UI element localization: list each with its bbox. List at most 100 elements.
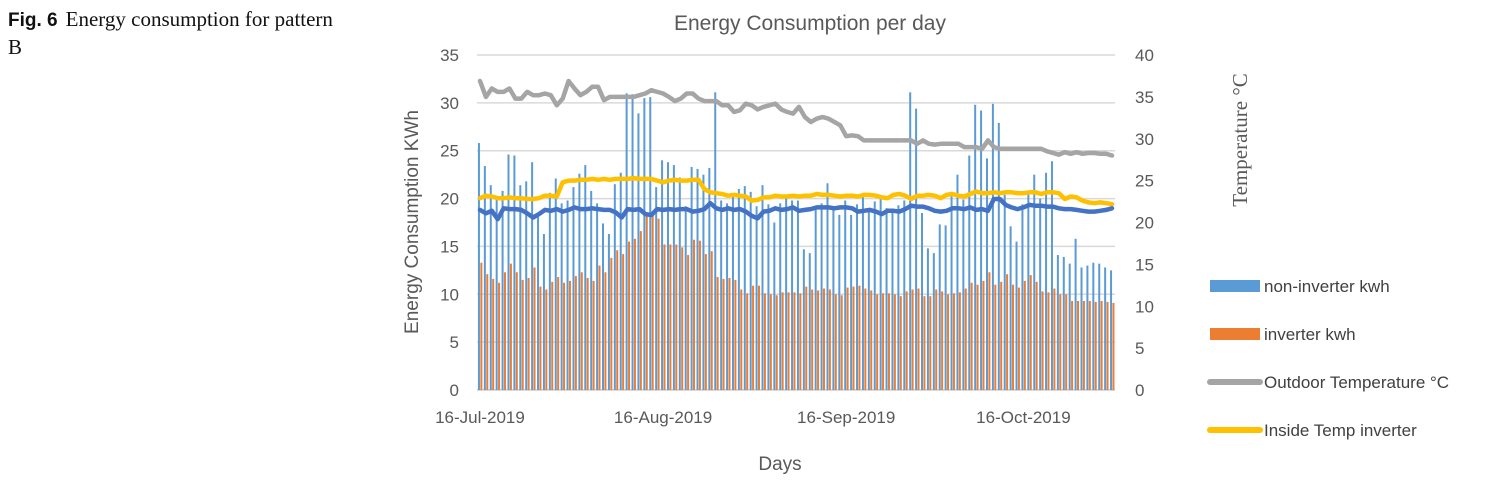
inverter-kwh-bar [1077, 300, 1080, 390]
inverter-kwh-bar [616, 250, 619, 390]
inverter-kwh-bar [1071, 300, 1074, 390]
non-inverter-kwh-bar [838, 214, 841, 390]
inverter-kwh-bar [763, 293, 766, 390]
inverter-kwh-bar [882, 293, 885, 390]
inverter-kwh-bar [781, 292, 784, 390]
non-inverter-kwh-bar [1003, 194, 1006, 390]
non-inverter-kwh-bar [791, 200, 794, 390]
y-axis-title: Energy Consumption KWh [402, 110, 423, 334]
inverter-kwh-bar [486, 274, 489, 390]
non-inverter-kwh-bar [814, 209, 817, 390]
inverter-kwh-bar [498, 282, 501, 390]
non-inverter-kwh-bar [525, 181, 528, 390]
legend-swatch [1210, 328, 1260, 340]
inverter-kwh-bar [698, 240, 701, 390]
inverter-kwh-bar [539, 286, 542, 390]
inverter-kwh-bar [799, 293, 802, 390]
inverter-kwh-bar [1059, 294, 1062, 390]
non-inverter-kwh-bar [737, 189, 740, 390]
inverter-kwh-bar [693, 239, 696, 390]
inverter-kwh-bar [586, 278, 589, 390]
inverter-kwh-bar [775, 295, 778, 390]
non-inverter-kwh-bar [885, 208, 888, 390]
inverter-kwh-bar [704, 254, 707, 390]
non-inverter-kwh-bar [909, 92, 912, 390]
non-inverter-kwh-bar [619, 172, 622, 390]
non-inverter-kwh-bar [720, 200, 723, 390]
inverter-kwh-bar [568, 280, 571, 390]
non-inverter-kwh-bar [584, 165, 587, 390]
non-inverter-kwh-bar [921, 212, 924, 390]
legend-label: non-inverter kwh [1264, 277, 1390, 296]
non-inverter-kwh-bar [980, 110, 983, 390]
non-inverter-kwh-bar [820, 203, 823, 390]
non-inverter-kwh-bar [974, 104, 977, 391]
y2-tick-label: 40 [1135, 46, 1154, 65]
y-tick-label: 30 [440, 94, 459, 113]
inverter-kwh-bar [533, 267, 536, 390]
non-inverter-kwh-bar [956, 174, 959, 390]
non-inverter-kwh-bar [1056, 255, 1059, 390]
inside-temp-inverter-line [477, 175, 1115, 207]
non-inverter-kwh-bar [672, 165, 675, 390]
inverter-kwh-bar [598, 265, 601, 390]
inverter-kwh-bar [1112, 302, 1115, 390]
inverter-kwh-bar [515, 272, 518, 390]
inside-temp-non-inverter-line [477, 196, 1115, 222]
non-inverter-kwh-bar [501, 190, 504, 390]
inverter-kwh-bar [604, 272, 607, 390]
legend-swatch [1210, 280, 1260, 292]
non-inverter-kwh-bar [1068, 263, 1071, 390]
inverter-kwh-bar [675, 244, 678, 390]
inverter-kwh-bar [876, 294, 879, 390]
inverter-kwh-bar [947, 294, 950, 390]
inverter-kwh-bar [710, 251, 713, 390]
inverter-kwh-bar [716, 277, 719, 390]
non-inverter-kwh-bar [867, 211, 870, 390]
non-inverter-kwh-bar [926, 248, 929, 390]
non-inverter-kwh-bar [997, 122, 1000, 390]
non-inverter-kwh-bar [903, 200, 906, 390]
inverter-kwh-bar [557, 277, 560, 390]
inverter-kwh-bar [893, 294, 896, 390]
non-inverter-kwh-bar [850, 214, 853, 390]
non-inverter-kwh-bar [1015, 241, 1018, 390]
inverter-kwh-bar [1106, 301, 1109, 390]
non-inverter-kwh-bar [714, 92, 717, 390]
non-inverter-kwh-bar [731, 194, 734, 390]
non-inverter-kwh-bar [590, 190, 593, 390]
inverter-kwh-bar [687, 255, 690, 390]
non-inverter-kwh-bar [513, 155, 516, 390]
legend-label: Outdoor Temperature °C [1264, 373, 1449, 392]
non-inverter-kwh-bar [696, 168, 699, 390]
non-inverter-kwh-bar [542, 233, 545, 390]
non-inverter-kwh-bar [548, 192, 551, 390]
non-inverter-kwh-bar [873, 201, 876, 390]
legend: non-inverter kwh inverter kwh Outdoor Temp… [1207, 277, 1449, 440]
non-inverter-kwh-bar [832, 208, 835, 390]
non-inverter-kwh-bar [879, 197, 882, 390]
non-inverter-kwh-bar [767, 204, 770, 390]
non-inverter-kwh-bar [566, 200, 569, 390]
inverter-kwh-bar [887, 293, 890, 390]
inverter-kwh-bar [870, 290, 873, 390]
y2-tick-label: 10 [1135, 297, 1154, 316]
legend-item: Inside Temp inverter [1207, 421, 1417, 440]
inverter-kwh-bar [952, 293, 955, 390]
y-tick-label: 10 [440, 285, 459, 304]
non-inverter-kwh-bar [761, 185, 764, 390]
bars [477, 92, 1115, 391]
inverter-kwh-bar [651, 213, 654, 390]
non-inverter-kwh-bar [1033, 174, 1036, 390]
inverter-kwh-bar [1053, 288, 1056, 390]
inverter-kwh-bar [935, 289, 938, 390]
y-tick-label: 25 [440, 142, 459, 161]
inverter-kwh-bar [941, 291, 944, 390]
inverter-kwh-bar [722, 278, 725, 390]
inverter-kwh-bar [1094, 301, 1097, 390]
inverter-kwh-bar [628, 241, 631, 390]
inverter-kwh-bar [551, 281, 554, 390]
inverter-kwh-bar [752, 285, 755, 390]
figure-caption-text: Energy consumption for pattern B [8, 7, 333, 59]
non-inverter-kwh-bar [773, 222, 776, 390]
